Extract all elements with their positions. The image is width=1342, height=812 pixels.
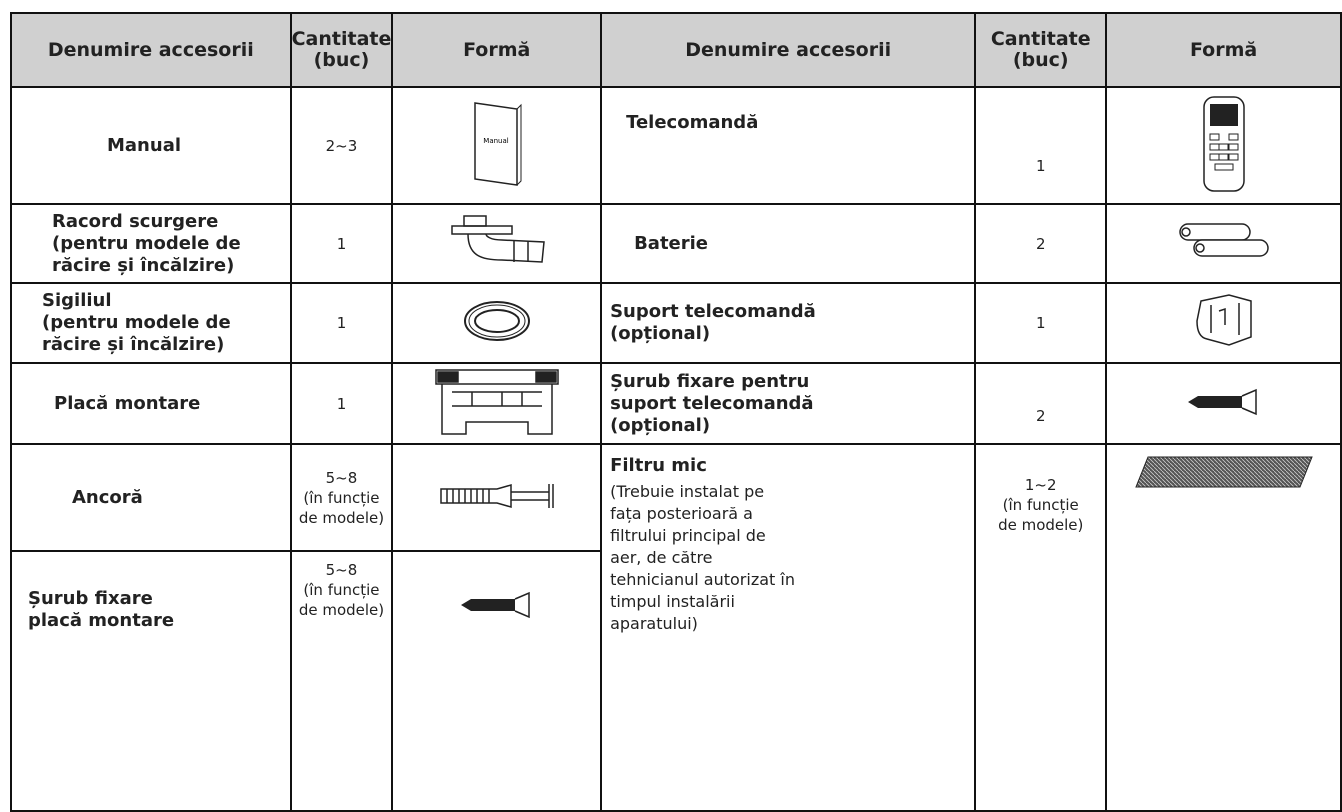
screw-icon	[1187, 388, 1257, 415]
text-line: filtrului principal de	[610, 526, 766, 545]
name-cell: Ancoră	[10, 443, 292, 552]
text-line: 1	[336, 394, 347, 413]
text-line: 1~2	[1024, 476, 1057, 494]
text-line: Manual	[107, 134, 182, 156]
filter-note: (Trebuie instalat pe fața posterioară a fi…	[610, 481, 974, 635]
text-line: de modele)	[298, 508, 385, 527]
text-line: 1	[1035, 156, 1046, 175]
mounting-plate-icon	[434, 368, 559, 435]
quantity-cell: 1	[974, 86, 1108, 205]
icon-cell	[391, 550, 603, 812]
text-line: 1	[336, 234, 347, 253]
name-cell: Racord scurgere (pentru modele de răcire ș…	[10, 203, 292, 284]
header-cell: Formă	[1105, 12, 1342, 88]
text-line: de modele)	[998, 516, 1084, 534]
name-cell: Șurub fixare placă montare	[10, 550, 292, 812]
icon-cell	[1105, 443, 1342, 812]
icon-cell	[391, 203, 603, 284]
text-line: Filtru mic	[610, 455, 707, 476]
text-line: 1	[1035, 314, 1046, 332]
text-line: răcire și încălzire)	[52, 254, 235, 276]
seal-icon	[463, 301, 530, 341]
icon-cell: Manual	[391, 86, 603, 205]
manual-icon-text: Manual	[483, 137, 508, 145]
text-line: fața posterioară a	[610, 504, 753, 523]
text-line: Ancoră	[72, 486, 143, 508]
text-line: 5~8	[325, 468, 358, 487]
quantity-cell: 1	[974, 282, 1108, 364]
text-line: Placă montare	[54, 392, 201, 414]
text-line: Baterie	[634, 232, 709, 254]
quantity-cell: 1	[289, 362, 394, 445]
quantity-cell: 1~2 (în funcție de modele)	[974, 443, 1108, 812]
text-line: timpul instalării	[610, 592, 735, 611]
drain-joint-icon	[450, 214, 545, 263]
name-cell: Telecomandă	[600, 86, 977, 205]
icon-cell	[1105, 362, 1342, 445]
text-line: (Trebuie instalat pe	[610, 482, 765, 501]
text-line: de modele)	[298, 601, 385, 619]
filter-name: Filtru mic	[610, 455, 974, 477]
text-line: (în funcție	[303, 581, 380, 599]
text-line: (în funcție	[303, 488, 380, 507]
quantity-cell: 1	[289, 203, 394, 284]
icon-cell	[1105, 282, 1342, 364]
screw-icon	[460, 591, 530, 619]
icon-cell	[391, 362, 603, 445]
text-line: Sigiliul	[42, 290, 112, 311]
icon-cell	[1105, 86, 1342, 205]
icon-cell	[391, 443, 603, 552]
text-line: aparatului)	[610, 614, 698, 633]
header-cell: Denumire accesorii	[600, 12, 977, 88]
text-line: Racord scurgere	[52, 210, 219, 232]
name-cell: Suport telecomandă (opțional)	[600, 282, 977, 364]
quantity-cell: 2	[974, 203, 1108, 284]
text-line: placă montare	[28, 610, 175, 631]
battery-icon	[1178, 222, 1269, 257]
text-line: (opțional)	[610, 323, 711, 344]
text-line: (în funcție	[1002, 496, 1079, 514]
name-cell: Manual	[10, 86, 292, 205]
text-line: 2	[1035, 406, 1046, 425]
icon-cell	[391, 282, 603, 364]
text-line: (pentru modele de	[42, 312, 231, 333]
text-line: aer, de către	[610, 548, 713, 567]
header-cell: Cantitate (buc)	[289, 12, 394, 88]
name-cell: Placă montare	[10, 362, 292, 445]
name-cell: Baterie	[600, 203, 977, 284]
manual-icon: Manual	[473, 101, 522, 186]
quantity-cell: 2	[974, 362, 1108, 445]
header-cell: Cantitate (buc)	[974, 12, 1108, 88]
icon-cell	[1105, 203, 1342, 284]
text-line: (opțional)	[610, 414, 711, 436]
quantity-cell: 5~8 (în funcție de modele)	[289, 443, 394, 552]
name-cell: Sigiliul (pentru modele de răcire și încăl…	[10, 282, 292, 364]
text-line: (pentru modele de	[52, 232, 241, 254]
text-line: Suport telecomandă	[610, 301, 816, 322]
header-row: Denumire accesorii Cantitate (buc) Formă…	[10, 12, 1342, 88]
holder-icon	[1195, 294, 1252, 346]
text-line: tehnicianul autorizat în	[610, 570, 795, 589]
text-line: Telecomandă	[626, 112, 759, 133]
text-line: 5~8	[325, 561, 358, 579]
text-line: Șurub fixare pentru	[610, 370, 810, 392]
text-line: 2	[1035, 234, 1046, 253]
filter-icon	[1134, 456, 1313, 488]
header-cell: Denumire accesorii	[10, 12, 292, 88]
name-cell: Șurub fixare pentru suport telecomandă (op…	[600, 362, 977, 445]
remote-icon	[1202, 95, 1245, 192]
quantity-cell: 1	[289, 282, 394, 364]
text-line: Șurub fixare	[28, 588, 153, 609]
text-line: 2~3	[325, 136, 358, 155]
quantity-cell: 2~3	[289, 86, 394, 205]
text-line: 1	[336, 314, 347, 332]
anchor-icon	[439, 483, 554, 508]
quantity-cell: 5~8 (în funcție de modele)	[289, 550, 394, 812]
text-line: suport telecomandă	[610, 392, 814, 414]
name-cell: Filtru mic (Trebuie instalat pe fața poste…	[600, 443, 977, 812]
accessories-table: Denumire accesorii Cantitate (buc) Formă…	[10, 12, 1342, 812]
text-line: răcire și încălzire)	[42, 334, 225, 355]
header-cell: Formă	[391, 12, 603, 88]
